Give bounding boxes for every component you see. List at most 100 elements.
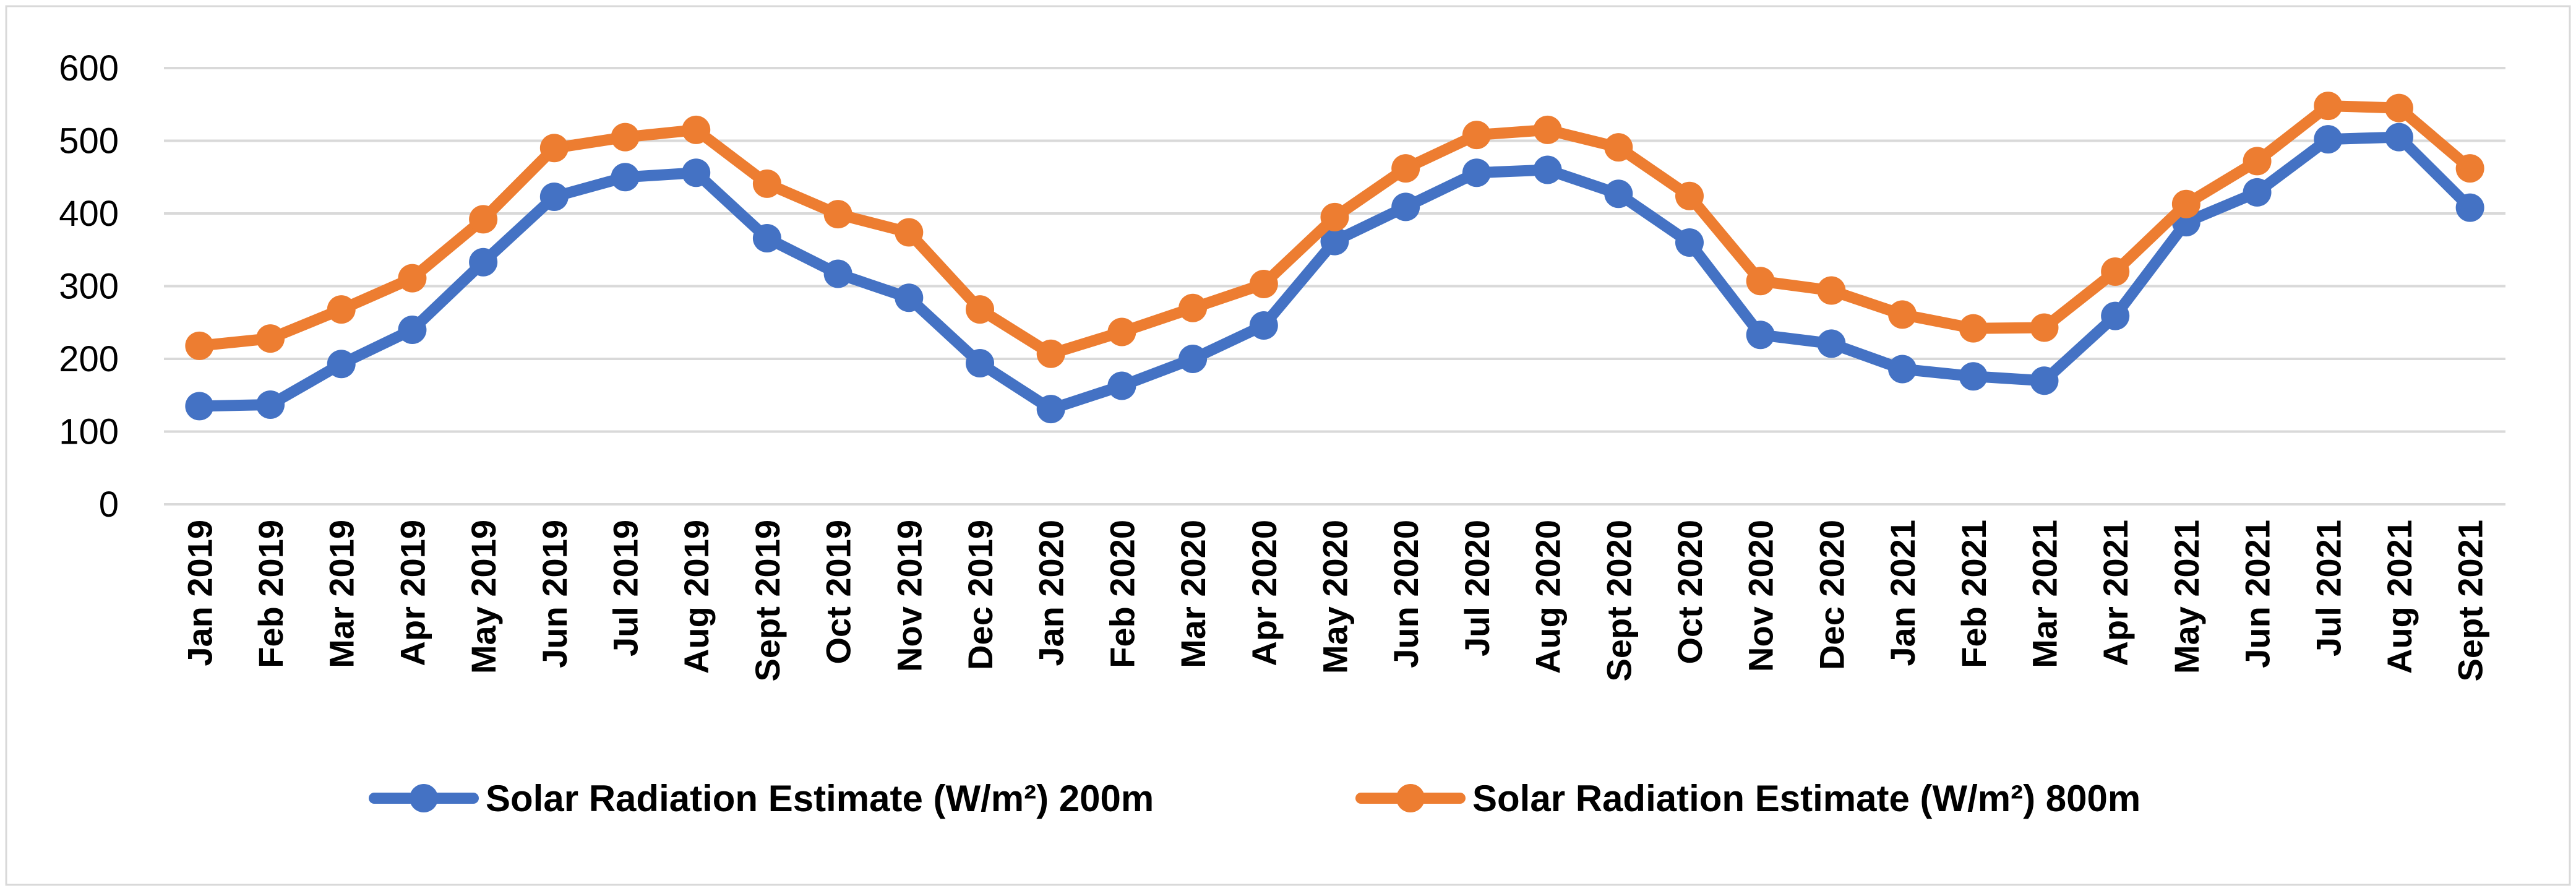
y-tick-label: 600 bbox=[59, 48, 119, 88]
x-tick-label: May 2019 bbox=[464, 520, 503, 674]
data-point bbox=[2030, 313, 2059, 342]
data-point bbox=[2384, 93, 2413, 123]
data-point bbox=[539, 134, 569, 163]
data-point bbox=[752, 223, 781, 252]
data-point bbox=[1179, 293, 1208, 322]
y-tick-label: 400 bbox=[59, 194, 119, 234]
x-tick-label: Sept 2020 bbox=[1599, 520, 1638, 682]
data-point bbox=[469, 205, 498, 234]
x-tick-label: Apr 2021 bbox=[2096, 520, 2135, 666]
data-point bbox=[327, 295, 356, 324]
data-point bbox=[1675, 228, 1704, 257]
x-tick-label: Mar 2021 bbox=[2025, 520, 2064, 668]
legend-label: Solar Radiation Estimate (W/m²) 200m bbox=[486, 778, 1154, 819]
x-tick-label: Jan 2019 bbox=[180, 520, 219, 666]
data-point bbox=[1249, 311, 1278, 340]
data-point bbox=[1036, 339, 1065, 368]
data-point bbox=[1249, 269, 1278, 298]
data-point bbox=[682, 158, 711, 187]
x-tick-label: May 2021 bbox=[2167, 520, 2206, 674]
data-point bbox=[895, 218, 924, 247]
series-200m bbox=[185, 123, 2484, 424]
data-point bbox=[1959, 362, 1988, 391]
data-point bbox=[1320, 202, 1349, 231]
data-point bbox=[1959, 314, 1988, 343]
x-tick-label: Apr 2019 bbox=[393, 520, 432, 666]
series-lines bbox=[185, 92, 2484, 424]
x-tick-label: Aug 2019 bbox=[677, 520, 716, 674]
legend-marker bbox=[410, 784, 438, 812]
data-point bbox=[2101, 301, 2130, 330]
x-tick-label: Nov 2019 bbox=[890, 520, 929, 672]
y-axis-ticks: 0 100 200 300 400 500 600 bbox=[59, 48, 119, 525]
x-tick-label: Oct 2020 bbox=[1670, 520, 1709, 665]
x-tick-label: Aug 2021 bbox=[2380, 520, 2419, 674]
data-point bbox=[1817, 329, 1846, 358]
data-point bbox=[966, 295, 995, 324]
x-tick-label: Feb 2020 bbox=[1102, 520, 1141, 668]
x-tick-label: Jul 2020 bbox=[1458, 520, 1496, 656]
y-tick-label: 100 bbox=[59, 412, 119, 452]
data-point bbox=[1036, 395, 1065, 424]
data-point bbox=[398, 316, 427, 344]
x-tick-label: Jun 2020 bbox=[1386, 520, 1425, 668]
data-point bbox=[1817, 276, 1846, 305]
data-point bbox=[398, 264, 427, 293]
data-point bbox=[2030, 366, 2059, 395]
x-axis-ticks: Jan 2019 Feb 2019 Mar 2019 Apr 2019 May 2019… bbox=[180, 520, 2489, 682]
data-point bbox=[1746, 321, 1775, 350]
data-point bbox=[1320, 226, 1349, 256]
data-point bbox=[185, 331, 214, 360]
y-tick-label: 0 bbox=[99, 484, 119, 525]
data-point bbox=[752, 169, 781, 198]
data-point bbox=[1179, 345, 1208, 373]
legend-marker bbox=[1396, 784, 1425, 812]
data-point bbox=[1888, 355, 1917, 384]
data-point bbox=[1888, 300, 1917, 329]
data-point bbox=[1462, 121, 1491, 150]
data-point bbox=[2455, 193, 2484, 222]
x-tick-label: Jan 2021 bbox=[1883, 520, 1922, 666]
y-tick-label: 200 bbox=[59, 339, 119, 379]
data-point bbox=[2314, 125, 2343, 154]
data-point bbox=[2455, 154, 2484, 183]
data-point bbox=[1746, 267, 1775, 296]
data-point bbox=[611, 163, 640, 192]
data-point bbox=[2171, 189, 2200, 218]
data-point bbox=[1675, 181, 1704, 210]
series-800m bbox=[185, 92, 2484, 368]
legend-item: Solar Radiation Estimate (W/m²) 800m bbox=[1355, 778, 2140, 819]
x-tick-label: Oct 2019 bbox=[819, 520, 858, 665]
y-tick-label: 500 bbox=[59, 121, 119, 161]
x-tick-label: Jul 2021 bbox=[2309, 520, 2348, 656]
x-tick-label: Jan 2020 bbox=[1032, 520, 1071, 666]
data-point bbox=[185, 392, 214, 421]
x-tick-label: Jun 2021 bbox=[2238, 520, 2277, 668]
data-point bbox=[469, 248, 498, 277]
data-point bbox=[1391, 192, 1420, 222]
data-point bbox=[1107, 317, 1136, 346]
data-point bbox=[1107, 371, 1136, 400]
x-tick-label: Apr 2020 bbox=[1245, 520, 1284, 666]
data-point bbox=[2243, 147, 2272, 176]
x-tick-label: Dec 2019 bbox=[961, 520, 1000, 670]
x-tick-label: Jul 2019 bbox=[606, 520, 645, 656]
data-point bbox=[539, 182, 569, 211]
data-point bbox=[256, 324, 285, 353]
data-point bbox=[823, 259, 852, 288]
legend: Solar Radiation Estimate (W/m²) 200m Sola… bbox=[369, 778, 2140, 819]
chart-frame bbox=[5, 5, 2571, 886]
data-point bbox=[2314, 92, 2343, 121]
x-tick-label: Sept 2021 bbox=[2451, 520, 2490, 682]
data-point bbox=[823, 200, 852, 229]
x-tick-label: Mar 2020 bbox=[1174, 520, 1213, 668]
data-point bbox=[1604, 179, 1633, 209]
data-point bbox=[1533, 115, 1562, 144]
data-point bbox=[1391, 154, 1420, 183]
x-tick-label: May 2020 bbox=[1316, 520, 1355, 674]
data-point bbox=[682, 115, 711, 144]
x-tick-label: Feb 2021 bbox=[1954, 520, 1993, 668]
data-point bbox=[2384, 123, 2413, 152]
data-point bbox=[1533, 155, 1562, 184]
